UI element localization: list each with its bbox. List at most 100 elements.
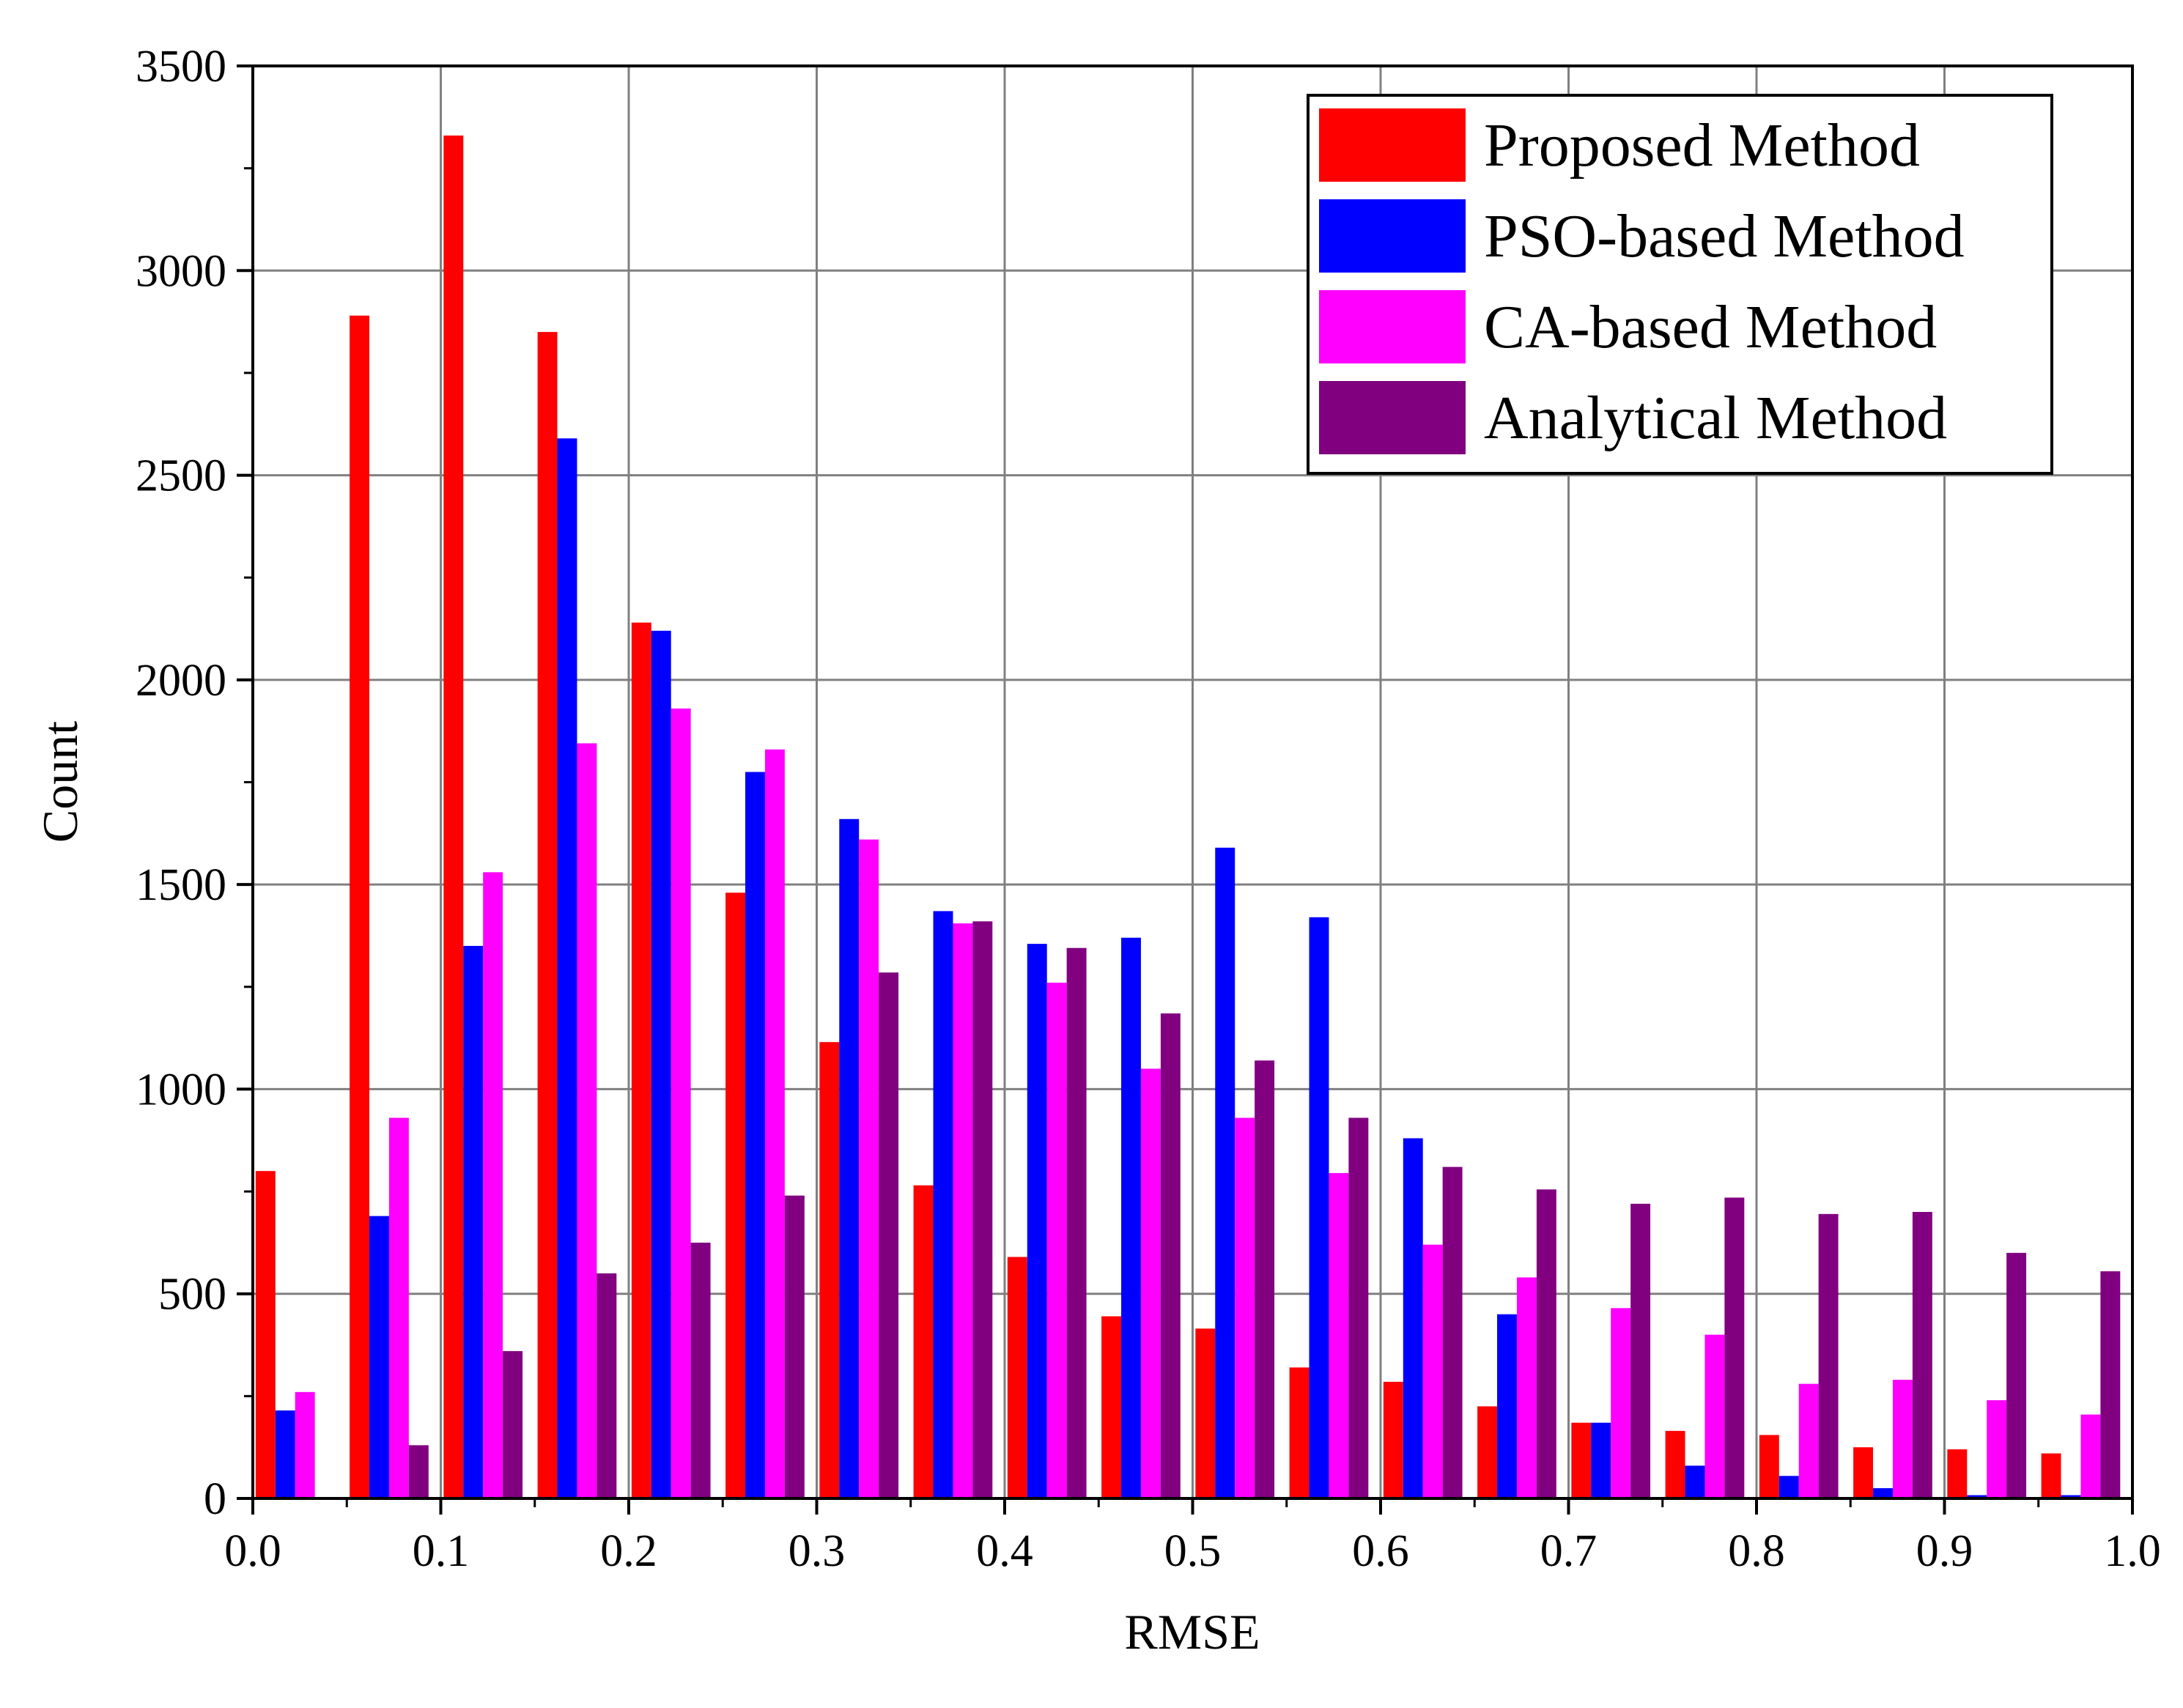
bar-pso-based-method bbox=[839, 818, 860, 1498]
legend-label-ca-based-method: CA-based Method bbox=[1484, 293, 1937, 361]
x-axis-title: RMSE bbox=[1124, 1604, 1260, 1660]
y-tick-label: 3500 bbox=[136, 42, 226, 92]
x-tick-label: 0.8 bbox=[1728, 1526, 1785, 1576]
bar-pso-based-method bbox=[463, 945, 484, 1498]
bar-analytical-method bbox=[1442, 1167, 1463, 1498]
bar-ca-based-method bbox=[1798, 1383, 1819, 1498]
x-tick-label: 0.4 bbox=[976, 1526, 1033, 1576]
bar-ca-based-method bbox=[1235, 1117, 1255, 1498]
bar-pso-based-method bbox=[1873, 1488, 1893, 1498]
bar-analytical-method bbox=[972, 921, 993, 1498]
bar-analytical-method bbox=[1724, 1197, 1745, 1498]
bar-proposed-method bbox=[1665, 1430, 1685, 1498]
bar-proposed-method bbox=[631, 622, 651, 1498]
bar-ca-based-method bbox=[1422, 1244, 1443, 1498]
x-tick-label: 1.0 bbox=[2104, 1526, 2161, 1576]
bar-analytical-method bbox=[784, 1195, 805, 1498]
x-tick-label: 0.2 bbox=[600, 1526, 657, 1576]
x-tick-label: 0.0 bbox=[224, 1526, 281, 1576]
bar-ca-based-method bbox=[1516, 1277, 1537, 1498]
bar-proposed-method bbox=[1007, 1257, 1027, 1498]
bar-pso-based-method bbox=[651, 630, 671, 1498]
x-tick-label: 0.7 bbox=[1540, 1526, 1597, 1576]
bar-pso-based-method bbox=[1497, 1314, 1517, 1498]
bar-proposed-method bbox=[2041, 1453, 2061, 1498]
bar-analytical-method bbox=[1818, 1213, 1839, 1498]
x-tick-label: 0.1 bbox=[413, 1526, 470, 1576]
bar-ca-based-method bbox=[388, 1117, 409, 1498]
bar-analytical-method bbox=[1066, 947, 1087, 1498]
bar-pso-based-method bbox=[1027, 944, 1047, 1498]
bar-analytical-method bbox=[2100, 1271, 2121, 1498]
y-axis-title: Count bbox=[32, 721, 88, 843]
bar-ca-based-method bbox=[1987, 1400, 2007, 1498]
bar-proposed-method bbox=[1477, 1406, 1498, 1498]
bar-pso-based-method bbox=[369, 1216, 389, 1498]
legend-label-analytical-method: Analytical Method bbox=[1484, 384, 1947, 452]
bar-proposed-method bbox=[725, 892, 746, 1498]
bar-analytical-method bbox=[879, 972, 899, 1498]
bar-ca-based-method bbox=[1611, 1308, 1631, 1498]
bar-analytical-method bbox=[503, 1350, 523, 1498]
legend-swatch-analytical-method bbox=[1319, 381, 1466, 454]
bar-analytical-method bbox=[1912, 1212, 1932, 1498]
bar-proposed-method bbox=[1853, 1447, 1874, 1498]
legend-swatch-proposed-method bbox=[1319, 108, 1466, 182]
y-tick-label: 500 bbox=[158, 1270, 226, 1320]
bar-ca-based-method bbox=[1892, 1380, 1913, 1498]
legend-label-pso-based-method: PSO-based Method bbox=[1484, 202, 1965, 270]
bar-pso-based-method bbox=[745, 772, 765, 1498]
bar-ca-based-method bbox=[2080, 1414, 2101, 1498]
bar-ca-based-method bbox=[577, 743, 597, 1498]
bar-proposed-method bbox=[1383, 1381, 1403, 1498]
bar-proposed-method bbox=[537, 332, 558, 1499]
bar-analytical-method bbox=[2006, 1252, 2027, 1498]
bar-analytical-method bbox=[596, 1273, 617, 1498]
bar-pso-based-method bbox=[1403, 1138, 1423, 1498]
bar-analytical-method bbox=[1255, 1060, 1275, 1498]
bar-proposed-method bbox=[1195, 1328, 1216, 1498]
bar-ca-based-method bbox=[483, 872, 503, 1498]
bar-ca-based-method bbox=[1329, 1172, 1349, 1498]
y-tick-label: 2000 bbox=[136, 656, 226, 706]
bar-pso-based-method bbox=[1215, 847, 1235, 1498]
bar-analytical-method bbox=[1630, 1203, 1651, 1498]
axis-ticks: 0.0 0.1 0.2 0.3 0.4 0.5 0.6 0.7 0.8 0.9 1.0 0 500 100… bbox=[136, 42, 2161, 1576]
y-tick-label: 2500 bbox=[136, 451, 226, 501]
bar-proposed-method bbox=[443, 135, 464, 1498]
y-tick-label: 1000 bbox=[136, 1065, 226, 1114]
bar-analytical-method bbox=[1536, 1189, 1556, 1498]
bar-pso-based-method bbox=[1121, 937, 1141, 1498]
bar-ca-based-method bbox=[859, 839, 879, 1498]
bar-analytical-method bbox=[690, 1242, 711, 1498]
bar-ca-based-method bbox=[1046, 983, 1067, 1498]
bar-ca-based-method bbox=[1704, 1334, 1725, 1498]
x-tick-label: 0.6 bbox=[1352, 1526, 1409, 1576]
legend: Proposed Method PSO-based Method CA-based … bbox=[1307, 94, 2053, 475]
bar-proposed-method bbox=[913, 1185, 934, 1498]
legend-swatch-pso-based-method bbox=[1319, 199, 1466, 273]
bar-analytical-method bbox=[1348, 1117, 1369, 1498]
y-tick-label: 0 bbox=[204, 1474, 226, 1524]
bar-analytical-method bbox=[408, 1445, 429, 1498]
bar-ca-based-method bbox=[295, 1391, 315, 1498]
bar-ca-based-method bbox=[764, 749, 785, 1498]
x-tick-label: 0.3 bbox=[788, 1526, 846, 1576]
bar-pso-based-method bbox=[1967, 1495, 1987, 1498]
bar-ca-based-method bbox=[671, 708, 691, 1498]
bar-pso-based-method bbox=[1309, 917, 1329, 1498]
bar-proposed-method bbox=[350, 315, 370, 1499]
y-tick-label: 3000 bbox=[136, 246, 226, 296]
legend-label-proposed-method: Proposed Method bbox=[1484, 111, 1920, 180]
bar-proposed-method bbox=[1289, 1367, 1310, 1498]
bar-proposed-method bbox=[1947, 1449, 1968, 1498]
bar-ca-based-method bbox=[1140, 1068, 1161, 1498]
y-tick-label: 1500 bbox=[136, 860, 226, 910]
bars bbox=[255, 135, 2121, 1499]
bar-proposed-method bbox=[1571, 1422, 1592, 1498]
x-tick-label: 0.9 bbox=[1916, 1526, 1973, 1576]
bar-pso-based-method bbox=[275, 1410, 295, 1498]
bar-proposed-method bbox=[1759, 1435, 1779, 1498]
bar-pso-based-method bbox=[933, 911, 953, 1498]
